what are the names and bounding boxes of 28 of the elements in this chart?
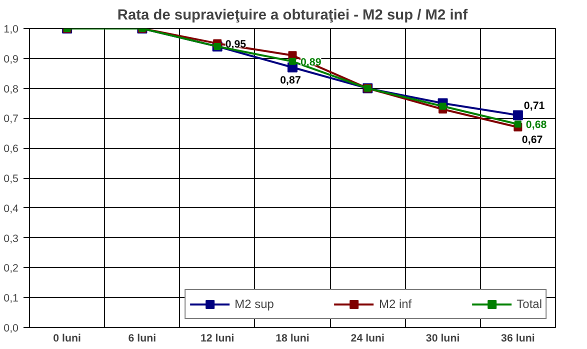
data-label: 0,71	[524, 100, 545, 112]
data-label: 0,95	[225, 38, 246, 50]
y-tick-label: 0,3	[4, 232, 19, 245]
data-label: 0,87	[280, 74, 301, 86]
x-tick-label: 18 luni	[276, 332, 310, 344]
y-tick-label: 0,1	[4, 292, 19, 305]
y-tick-label: 0,8	[4, 83, 19, 96]
legend-label: M2 sup	[234, 297, 274, 311]
y-tick-label: 0,4	[4, 202, 19, 215]
y-tick-label: 0,5	[4, 173, 19, 185]
x-tick-label: 24 luni	[350, 332, 385, 344]
data-label: 0,67	[522, 134, 543, 146]
y-tick-label: 1,0	[4, 24, 19, 36]
x-tick-label: 0 luni	[53, 332, 82, 344]
y-tick-label: 0,0	[4, 322, 19, 334]
x-tick-label: 36 luni	[501, 332, 535, 344]
y-tick-label: 0,6	[4, 143, 19, 156]
y-tick-label: 0,2	[4, 262, 19, 275]
legend-label: M2 inf	[378, 297, 412, 311]
legend-label: Total	[516, 297, 542, 311]
y-tick-label: 0,7	[4, 113, 19, 126]
data-label: 0,89	[300, 56, 322, 68]
x-tick-label: 30 luni	[426, 332, 460, 344]
chart-title: Rata de supravieţuire a obturaţiei - M2 sup / M2 inf	[117, 8, 468, 24]
x-tick-label: 6 luni	[128, 332, 156, 344]
data-label: 0,68	[526, 119, 547, 132]
y-tick-label: 0,9	[4, 53, 19, 66]
x-tick-label: 12 luni	[200, 332, 234, 344]
